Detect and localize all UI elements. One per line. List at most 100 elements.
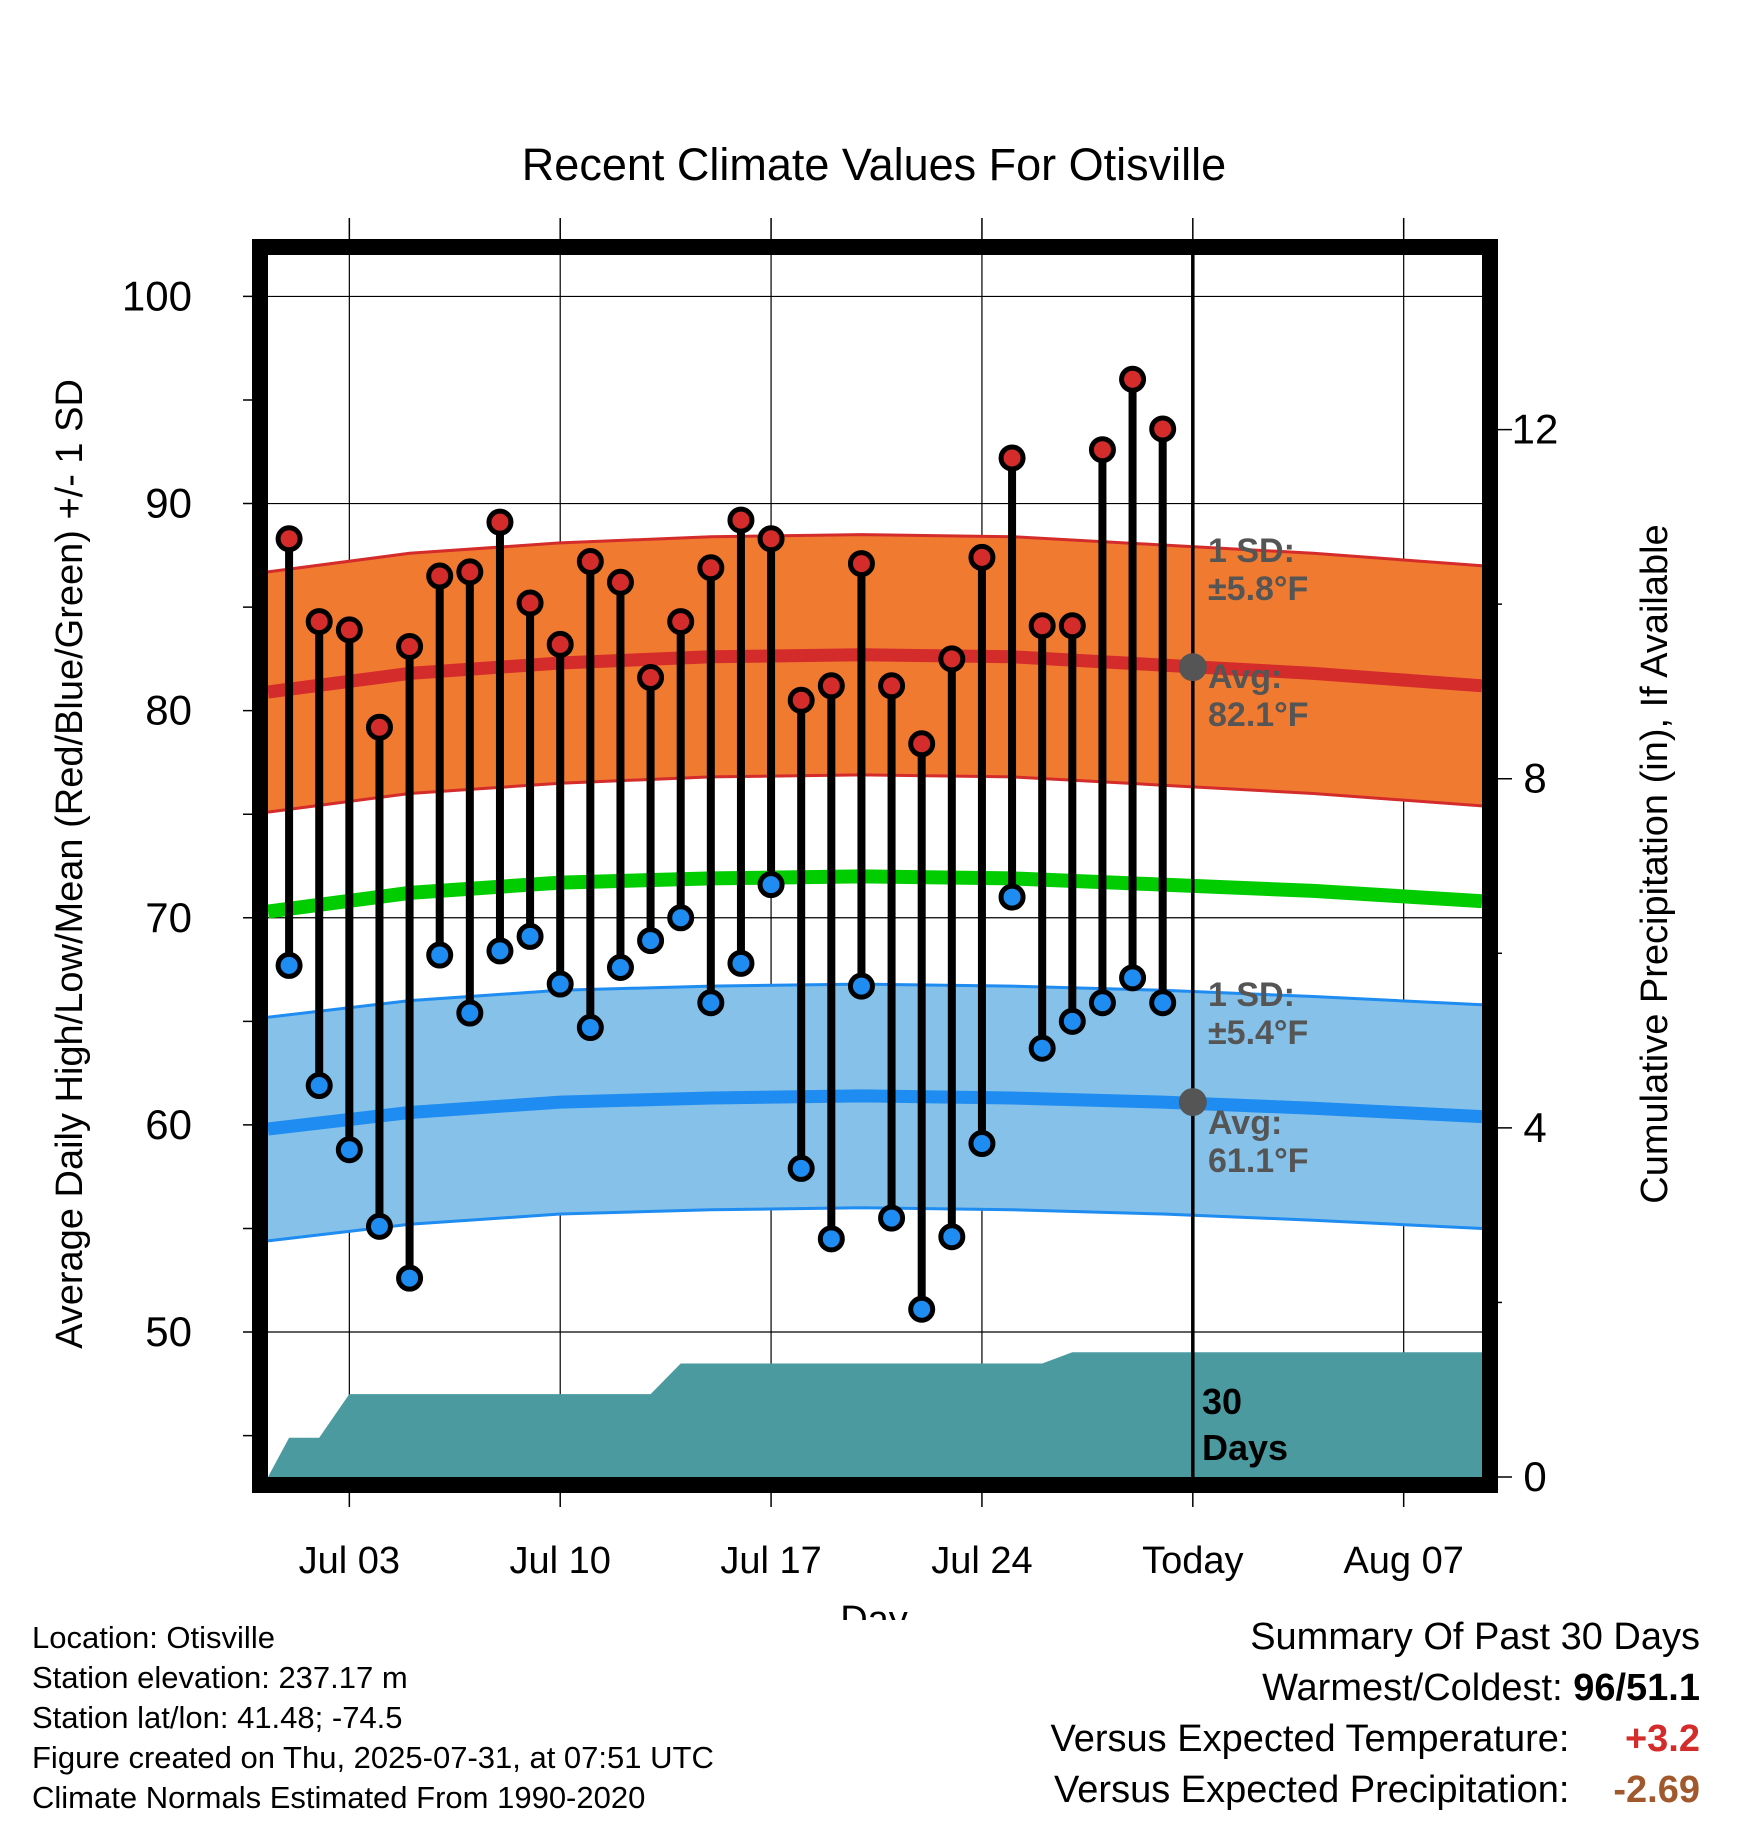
high-point-day-15 [697,554,725,582]
low-point-day-22 [908,1295,936,1323]
precip-value: -2.69 [1613,1769,1700,1811]
low-point-day-27 [1058,1007,1086,1035]
high-point-day-30 [1149,415,1177,443]
high-point-day-17 [757,525,785,553]
high-sd-label: 1 SD: [1208,532,1295,570]
low-point-day-25 [998,883,1026,911]
elevation-text: Station elevation: 237.17 m [32,1660,408,1695]
high-point-day-1 [275,525,303,553]
normal-bands [267,533,1483,1243]
high-point-day-13 [637,664,665,692]
high-avg-marker [1178,653,1207,682]
low-point-day-30 [1149,989,1177,1017]
low-point-day-20 [847,972,875,1000]
x-tick-label-17: Jul 17 [720,1540,821,1582]
high-point-day-11 [576,548,604,576]
days-word-label: Days [1202,1427,1288,1468]
y-tick-label-70: 70 [145,894,192,941]
days-count-label: 30 [1202,1381,1242,1422]
high-point-day-19 [817,672,845,700]
y2-axis-label: Cumulative Precipitation (in), If Availa… [1634,524,1676,1203]
daily-points [275,365,1177,1323]
low-point-day-16 [727,949,755,977]
low-point-day-28 [1088,989,1116,1017]
low-avg-marker [1178,1088,1207,1117]
summary-panel: Summary Of Past 30 Days Warmest/Coldest:… [1051,1612,1700,1816]
high-point-day-8 [486,508,514,536]
temp-row: Versus Expected Temperature: +3.2 [1051,1714,1700,1765]
daily-stems [285,379,1167,1310]
high-point-day-20 [847,550,875,578]
low-point-day-15 [697,989,725,1017]
temp-label: Versus Expected Temperature: [1050,1718,1570,1760]
low-sd-label: 1 SD: [1208,976,1295,1014]
low-point-day-8 [486,937,514,965]
latlon-text: Station lat/lon: 41.48; -74.5 [32,1700,403,1735]
high-point-day-3 [335,616,363,644]
x-tick-label-3: Jul 03 [299,1540,400,1582]
low-point-day-10 [546,970,574,998]
y-tick-label-60: 60 [145,1101,192,1148]
low-avg-value: 61.1°F [1208,1142,1309,1180]
high-point-day-7 [456,558,484,586]
chart-title: Recent Climate Values For Otisville [522,139,1226,190]
x-axis: Jul 03 Jul 10 Jul 17 Jul 24 Today Aug 07 [299,218,1464,1582]
warm-cold-value: 96/51.1 [1573,1667,1700,1709]
low-point-day-2 [305,1072,333,1100]
annotations: 1 SD: ±5.8°F Avg: 82.1°F 1 SD: ±5.4°F Av… [1202,532,1309,1468]
high-point-day-6 [426,562,454,590]
low-point-day-18 [787,1154,815,1182]
x-tick-label-24: Jul 24 [931,1540,1032,1582]
high-point-day-14 [667,608,695,636]
low-sd-value: ±5.4°F [1208,1014,1308,1052]
low-point-day-1 [275,951,303,979]
low-point-day-24 [968,1130,996,1158]
low-point-day-13 [637,927,665,955]
high-point-day-27 [1058,612,1086,640]
low-point-day-17 [757,871,785,899]
created-text: Figure created on Thu, 2025-07-31, at 07… [32,1740,714,1775]
x-tick-label-38: Aug 07 [1343,1540,1463,1582]
normal-low-line [267,1089,1483,1136]
low-point-day-4 [365,1212,393,1240]
plot-frame [252,239,1498,1493]
high-avg-label: Avg: [1208,658,1282,696]
warm-cold-label: Warmest/Coldest: [1262,1667,1563,1709]
high-point-day-21 [878,672,906,700]
climate-chart: Recent Climate Values For Otisville 1 SD… [49,139,1676,1620]
low-point-day-21 [878,1204,906,1232]
y2-tick-label-12: 12 [1512,406,1559,453]
precip-area [268,1352,1482,1477]
high-point-day-4 [365,713,393,741]
y-tick-label-100: 100 [122,272,192,319]
y2-tick-label-4: 4 [1523,1104,1546,1151]
high-point-day-22 [908,730,936,758]
low-point-day-29 [1119,964,1147,992]
low-point-day-6 [426,941,454,969]
precipitation-area [268,1352,1482,1477]
y-axis-label: Average Daily High/Low/Mean (Red/Blue/Gr… [49,379,91,1349]
y-axis-right: 0 4 8 12 [1490,406,1558,1500]
low-avg-label: Avg: [1208,1104,1282,1142]
high-point-day-28 [1088,436,1116,464]
precip-label: Versus Expected Precipitation: [1054,1769,1570,1811]
station-info: Location: Otisville Station elevation: 2… [32,1618,714,1818]
high-point-day-12 [606,568,634,596]
high-point-day-2 [305,608,333,636]
high-point-day-24 [968,543,996,571]
normals-text: Climate Normals Estimated From 1990-2020 [32,1780,646,1815]
high-point-day-26 [1028,612,1056,640]
high-point-day-18 [787,686,815,714]
x-axis-label: Day [840,1599,908,1620]
summary-title: Summary Of Past 30 Days [1250,1616,1700,1658]
low-sd-band [268,984,1482,1241]
location-text: Location: Otisville [32,1620,275,1655]
high-sd-band [268,534,1482,813]
low-sd-lower-line [267,1206,1483,1243]
low-point-day-12 [606,953,634,981]
high-point-day-9 [516,589,544,617]
precip-row: Versus Expected Precipitation: -2.69 [1051,1765,1700,1816]
y2-tick-label-8: 8 [1523,755,1546,802]
low-point-day-11 [576,1014,604,1042]
y2-tick-label-0: 0 [1523,1453,1546,1500]
